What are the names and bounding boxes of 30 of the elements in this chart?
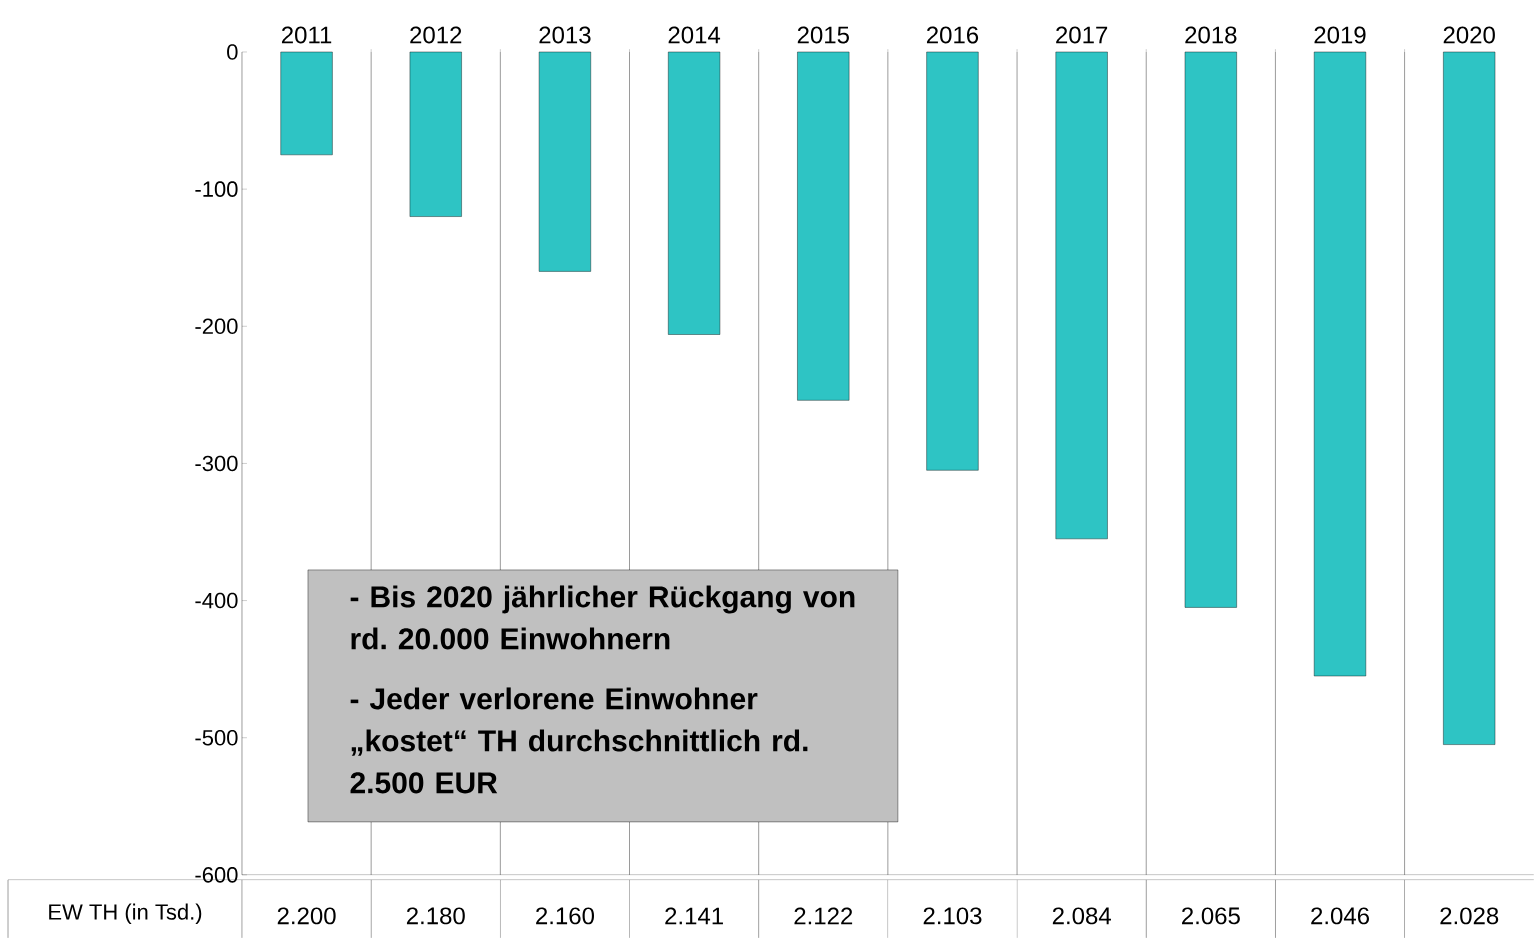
x-tick-label: 2013	[539, 26, 591, 44]
annotation: - Bis 2020 jährlicher Rückgang von rd. 20.000 Einwohnern	[350, 585, 855, 650]
x-tick-label: 2019	[1314, 26, 1366, 44]
x-tick-label: 2020	[1443, 26, 1495, 44]
y-tick-label: -300	[195, 455, 238, 472]
x-tick-label: 2011	[281, 26, 332, 44]
x-tick-label: 2012	[410, 26, 462, 44]
text: 2.065	[1182, 907, 1240, 925]
x-tick-label: 2018	[1185, 26, 1237, 44]
text: 2.028	[1440, 907, 1499, 925]
text: 2.122	[794, 907, 853, 925]
text: 2.141	[665, 907, 723, 925]
text: 2.103	[923, 907, 982, 925]
x-tick-label: 2015	[797, 26, 849, 44]
x-tick-label: 2017	[1056, 26, 1108, 44]
y-tick-label: 0	[227, 44, 238, 60]
y-tick-label: -400	[195, 592, 238, 609]
text: 2.200	[277, 907, 336, 925]
x-tick-label: 2014	[668, 26, 721, 44]
annotation: - Jeder verlorene Einwohner „kostet“ TH durchschnittlich rd. 2.500 EUR	[350, 687, 808, 794]
text: EW TH (in Tsd.)	[49, 903, 202, 925]
text: 2.084	[1052, 907, 1111, 925]
x-tick-label: 2016	[926, 26, 979, 44]
y-tick-label: -500	[195, 729, 238, 746]
y-tick-label: -100	[195, 181, 238, 197]
text: 2.180	[406, 907, 465, 925]
y-tick-label: -200	[195, 318, 238, 335]
y-tick-label: -600	[195, 867, 238, 883]
text: 2.046	[1311, 907, 1369, 925]
text: 2.160	[536, 907, 595, 925]
